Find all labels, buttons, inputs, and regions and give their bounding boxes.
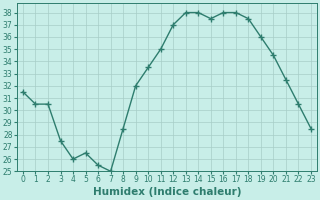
- X-axis label: Humidex (Indice chaleur): Humidex (Indice chaleur): [93, 187, 241, 197]
